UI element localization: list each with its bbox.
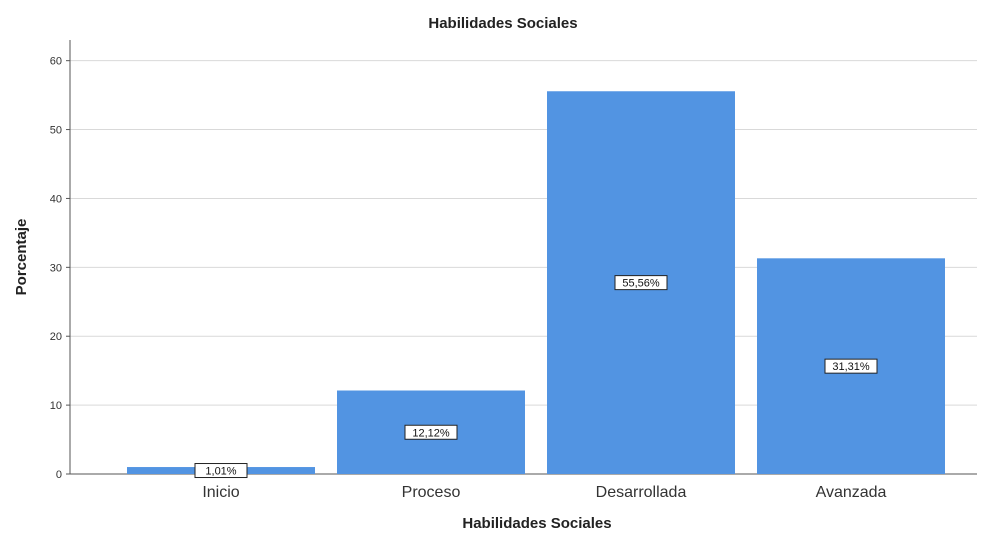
y-tick-label: 60 <box>50 56 62 68</box>
x-tick-label: Proceso <box>402 484 461 501</box>
x-tick-label: Desarrollada <box>596 484 687 501</box>
data-labels: 1,01% 12,12% 55,56% 31,31% <box>194 275 878 479</box>
y-tick-label: 20 <box>50 331 62 343</box>
data-label-box <box>614 275 668 291</box>
bars <box>127 91 945 475</box>
x-tick-labels: Inicio Proceso Desarrollada Avanzada <box>202 484 886 501</box>
data-label-box <box>824 358 878 374</box>
y-tick-labels: 0 10 20 30 40 50 60 <box>50 56 70 481</box>
data-label: 12,12% <box>412 427 450 439</box>
y-tick-label: 40 <box>50 193 62 205</box>
chart-title: Habilidades Sociales <box>428 15 577 32</box>
x-axis-label: Habilidades Sociales <box>462 515 611 532</box>
y-axis-label: Porcentaje <box>13 219 30 296</box>
x-tick-label: Avanzada <box>816 484 887 501</box>
y-tick-label: 50 <box>50 125 62 137</box>
data-label: 31,31% <box>832 361 870 373</box>
x-tick-label: Inicio <box>202 484 239 501</box>
y-tick-label: 0 <box>56 469 62 481</box>
y-tick-label: 10 <box>50 400 62 412</box>
data-label-box <box>194 463 248 479</box>
data-label: 1,01% <box>205 466 236 478</box>
data-label-box <box>404 424 458 440</box>
y-tick-label: 30 <box>50 262 62 274</box>
data-label: 55,56% <box>622 278 660 290</box>
